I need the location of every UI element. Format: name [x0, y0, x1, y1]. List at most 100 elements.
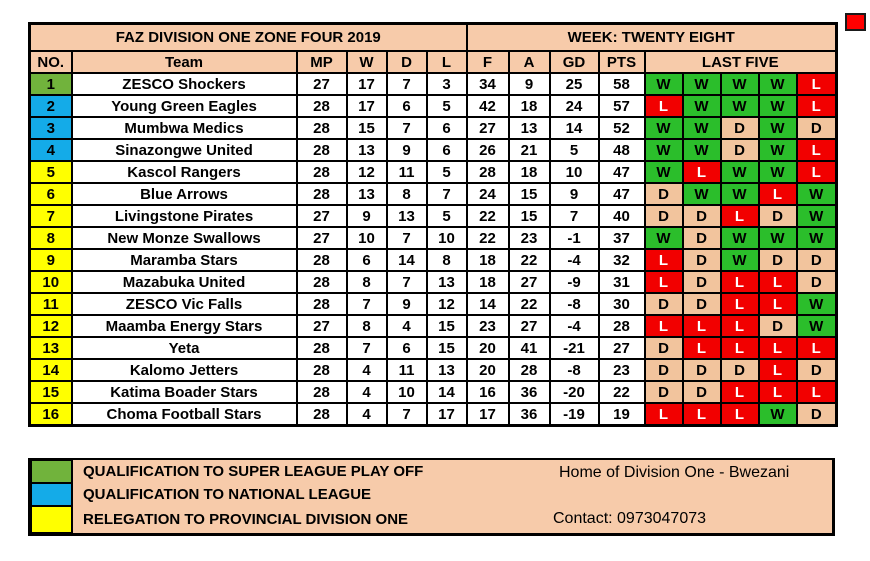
goals-against-cell: 21	[507, 138, 551, 162]
goal-difference-cell: 7	[548, 204, 600, 228]
matches-played-cell: 27	[295, 204, 348, 228]
goals-for-cell: 17	[465, 402, 510, 427]
last-five-result-cell: L	[757, 182, 798, 206]
rank-cell: 6	[28, 182, 73, 206]
rank-cell: 2	[28, 94, 73, 118]
last-five-result-cell: W	[795, 314, 838, 338]
last-five-result-cell: W	[719, 160, 760, 184]
draws-cell: 6	[385, 94, 428, 118]
goals-for-cell: 18	[465, 248, 510, 272]
week-label: WEEK: TWENTY EIGHT	[465, 22, 838, 52]
last-five-result-cell: W	[719, 72, 760, 96]
wins-cell: 9	[345, 204, 388, 228]
last-five-result-cell: L	[643, 248, 684, 272]
wins-cell: 17	[345, 72, 388, 96]
goals-for-cell: 42	[465, 94, 510, 118]
last-five-result-cell: L	[719, 380, 760, 404]
last-five-result-cell: L	[719, 402, 760, 427]
goals-for-cell: 16	[465, 380, 510, 404]
last-five-result-cell: L	[643, 94, 684, 118]
last-five-result-cell: W	[757, 72, 798, 96]
goals-for-cell: 27	[465, 116, 510, 140]
wins-cell: 13	[345, 182, 388, 206]
last-five-result-cell: L	[643, 402, 684, 427]
table-row: 5 Kascol Rangers 28 12 11 5 28 18 10 47 W L W W L	[28, 160, 838, 184]
draws-cell: 7	[385, 116, 428, 140]
last-five-result-cell: L	[681, 402, 722, 427]
last-five-result-cell: W	[757, 226, 798, 250]
draws-cell: 4	[385, 314, 428, 338]
last-five-result-cell: L	[795, 160, 838, 184]
rank-cell: 15	[28, 380, 73, 404]
standings-body: 1 ZESCO Shockers 27 17 7 3 34 9 25 58 W W W W L 2 Young …	[28, 72, 838, 427]
losses-cell: 6	[425, 138, 468, 162]
points-cell: 57	[597, 94, 646, 118]
last-five-result-cell: L	[795, 380, 838, 404]
draws-cell: 9	[385, 138, 428, 162]
rank-cell: 16	[28, 402, 73, 427]
last-five-result-cell: L	[795, 94, 838, 118]
col-header-w: W	[345, 50, 388, 74]
rank-cell: 10	[28, 270, 73, 294]
goals-for-cell: 24	[465, 182, 510, 206]
losses-cell: 14	[425, 380, 468, 404]
team-name-cell: Katima Boader Stars	[70, 380, 298, 404]
last-five-result-cell: W	[681, 182, 722, 206]
matches-played-cell: 28	[295, 94, 348, 118]
draws-cell: 7	[385, 402, 428, 427]
last-five-result-cell: L	[643, 314, 684, 338]
team-name-cell: Kalomo Jetters	[70, 358, 298, 382]
points-cell: 22	[597, 380, 646, 404]
team-name-cell: Kascol Rangers	[70, 160, 298, 184]
table-row: 10 Mazabuka United 28 8 7 13 18 27 -9 31 L D L L D	[28, 270, 838, 294]
standings-table: FAZ DIVISION ONE ZONE FOUR 2019 WEEK: TW…	[28, 22, 838, 427]
last-five-result-cell: W	[795, 292, 838, 316]
team-name-cell: Sinazongwe United	[70, 138, 298, 162]
wins-cell: 7	[345, 292, 388, 316]
last-five-result-cell: L	[719, 336, 760, 360]
wins-cell: 8	[345, 314, 388, 338]
last-five-result-cell: W	[719, 248, 760, 272]
losses-cell: 15	[425, 314, 468, 338]
table-row: 6 Blue Arrows 28 13 8 7 24 15 9 47 D W W L W	[28, 182, 838, 206]
goals-against-cell: 36	[507, 402, 551, 427]
home-text: Home of Division One - Bwezani	[559, 464, 790, 481]
team-name-cell: Yeta	[70, 336, 298, 360]
last-five-result-cell: D	[643, 336, 684, 360]
last-five-result-cell: D	[681, 226, 722, 250]
draws-cell: 13	[385, 204, 428, 228]
last-five-result-cell: D	[643, 380, 684, 404]
team-name-cell: Mumbwa Medics	[70, 116, 298, 140]
losses-cell: 10	[425, 226, 468, 250]
last-five-result-cell: L	[795, 72, 838, 96]
col-header-mp: MP	[295, 50, 348, 74]
matches-played-cell: 28	[295, 182, 348, 206]
last-five-result-cell: L	[757, 292, 798, 316]
last-five-result-cell: D	[681, 248, 722, 272]
table-row: 2 Young Green Eagles 28 17 6 5 42 18 24 57 L W W W L	[28, 94, 838, 118]
points-cell: 30	[597, 292, 646, 316]
rank-cell: 14	[28, 358, 73, 382]
points-cell: 37	[597, 226, 646, 250]
last-five-result-cell: L	[681, 160, 722, 184]
team-name-cell: Choma Football Stars	[70, 402, 298, 427]
last-five-result-cell: W	[643, 138, 684, 162]
team-name-cell: Blue Arrows	[70, 182, 298, 206]
contact-text: Contact: 0973047073	[553, 510, 707, 527]
col-header-l: L	[425, 50, 468, 74]
last-five-result-cell: W	[681, 72, 722, 96]
last-five-result-cell: W	[757, 160, 798, 184]
table-row: 11 ZESCO Vic Falls 28 7 9 12 14 22 -8 30 D D L L W	[28, 292, 838, 316]
last-five-result-cell: W	[681, 116, 722, 140]
goals-against-cell: 13	[507, 116, 551, 140]
rank-cell: 11	[28, 292, 73, 316]
losses-cell: 15	[425, 336, 468, 360]
last-five-result-cell: D	[719, 138, 760, 162]
draws-cell: 7	[385, 72, 428, 96]
goals-against-cell: 15	[507, 204, 551, 228]
goal-difference-cell: 25	[548, 72, 600, 96]
last-five-result-cell: W	[643, 72, 684, 96]
wins-cell: 4	[345, 380, 388, 404]
goals-against-cell: 27	[507, 270, 551, 294]
